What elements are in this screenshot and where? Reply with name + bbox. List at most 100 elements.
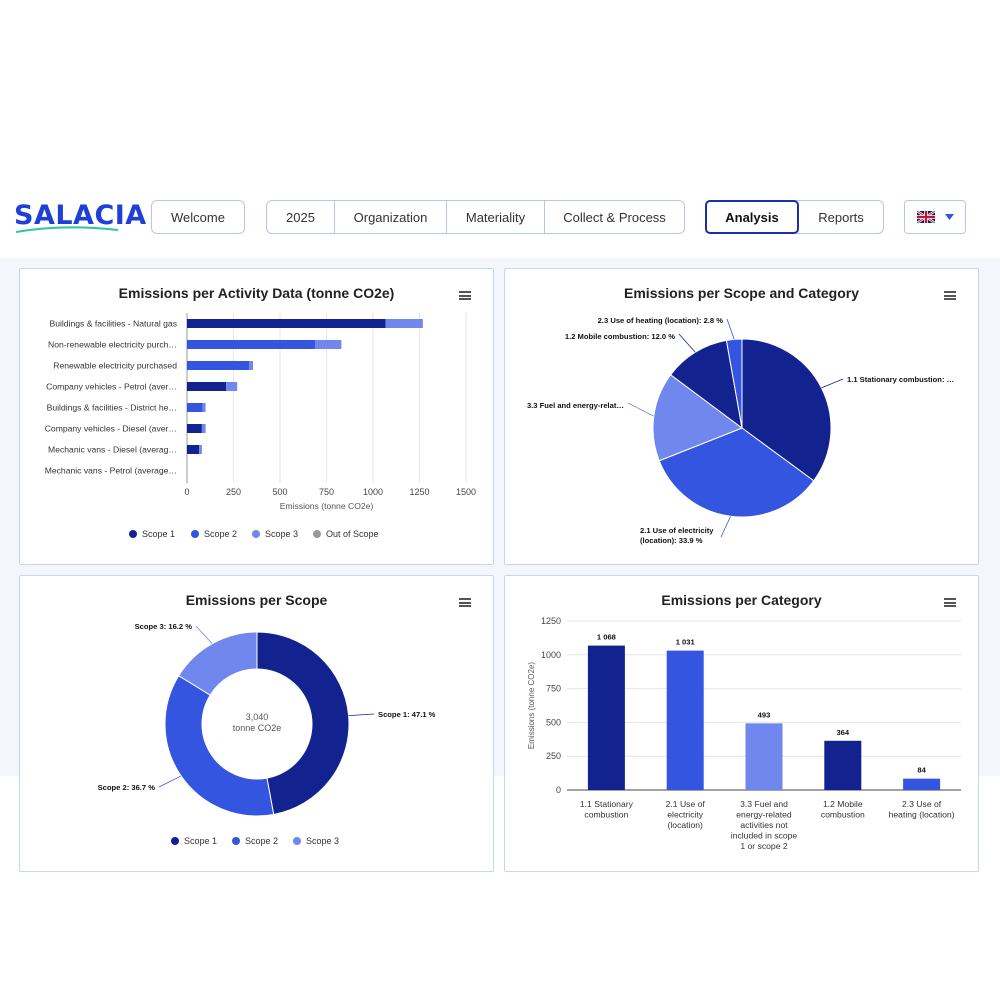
chart-menu-icon[interactable]	[944, 291, 956, 300]
x-tick-label: 250	[226, 487, 241, 497]
scope-category-chart-card: Emissions per Scope and Category 1.1 Sta…	[504, 268, 979, 565]
chart-menu-icon[interactable]	[459, 291, 471, 300]
nav-group-analysis: Analysis Reports	[705, 200, 884, 234]
scope-chart-title: Emissions per Scope	[185, 592, 328, 608]
bar-value-label: 493	[758, 710, 771, 719]
logo-swoosh-icon	[15, 226, 119, 233]
category-bar	[745, 723, 783, 790]
category-bar	[587, 645, 625, 790]
donut-label: Scope 1: 47.1 %	[378, 710, 436, 719]
bar-segment	[187, 382, 227, 391]
bar-segment	[187, 340, 316, 349]
y-tick-label: 1250	[541, 616, 561, 626]
x-tick-label: 0	[184, 487, 189, 497]
category-label: Non-renewable electricity purch…	[48, 340, 177, 350]
pie-slice	[669, 339, 743, 430]
category-label: Buildings & facilities - District he…	[47, 403, 177, 413]
nav-tab-collect-process[interactable]: Collect & Process	[563, 209, 666, 225]
x-axis-title: Emissions (tonne CO2e)	[280, 501, 374, 511]
pie-label: 1.2 Mobile combustion: 12.0 %	[565, 332, 675, 341]
x-tick-label: 1500	[456, 487, 476, 497]
bar-value-label: 1 068	[597, 633, 616, 642]
legend-marker	[252, 530, 260, 538]
label-connector	[821, 378, 844, 389]
legend-label: Scope 3	[265, 529, 298, 539]
bar-segment	[249, 361, 254, 370]
pie-label: 1.1 Stationary combustion: …	[847, 375, 954, 384]
x-tick-label: 1000	[363, 487, 383, 497]
category-label: 1.1 Stationary combustion	[580, 799, 634, 820]
category-bar	[666, 650, 704, 790]
pie-slice	[725, 338, 743, 429]
donut-label: Scope 3: 16.2 %	[135, 622, 193, 631]
donut-label: Scope 2: 36.7 %	[98, 783, 156, 792]
x-tick-label: 1250	[409, 487, 429, 497]
x-tick-label: 500	[272, 487, 287, 497]
donut-slice	[178, 631, 258, 696]
activity-chart-card: Emissions per Activity Data (tonne CO2e)…	[19, 268, 494, 565]
pie-slice	[652, 374, 744, 462]
bar-value-label: 84	[917, 766, 926, 775]
pie-slice	[741, 338, 832, 482]
pie-label: 2.1 Use of electricity (location): 33.9 %	[640, 526, 714, 545]
label-connector	[195, 625, 213, 644]
category-bar	[824, 740, 862, 790]
pie-label: 2.3 Use of heating (location): 2.8 %	[598, 316, 724, 325]
bar-segment	[187, 361, 250, 370]
legend-marker	[171, 837, 179, 845]
bar-segment	[187, 445, 200, 454]
nav-tab-analysis[interactable]: Analysis	[705, 200, 799, 234]
bar-segment	[201, 424, 206, 433]
bar-segment	[199, 445, 202, 454]
bar-segment	[226, 382, 238, 391]
y-tick-label: 750	[546, 684, 561, 694]
bar-segment	[202, 403, 206, 412]
y-tick-label: 0	[556, 785, 561, 795]
nav-tab-materiality[interactable]: Materiality	[447, 201, 545, 233]
category-label: Renewable electricity purchased	[53, 361, 177, 371]
legend-label: Scope 2	[245, 836, 278, 846]
category-label: Buildings & facilities - Natural gas	[49, 319, 177, 329]
category-chart-title: Emissions per Category	[661, 592, 822, 608]
label-connector	[678, 333, 696, 353]
bar-segment	[385, 319, 423, 328]
bar-value-label: 364	[836, 728, 849, 737]
category-label: Company vehicles - Petrol (aver…	[46, 382, 177, 392]
bar-segment	[315, 340, 342, 349]
donut-center-unit: tonne CO2e	[233, 723, 282, 733]
category-label: 2.3 Use of heating (location)	[889, 799, 955, 820]
label-connector	[726, 318, 735, 340]
scope-category-chart-title: Emissions per Scope and Category	[624, 285, 859, 301]
x-tick-label: 750	[319, 487, 334, 497]
legend-label: Scope 2	[204, 529, 237, 539]
uk-flag-icon	[916, 211, 935, 223]
language-selector[interactable]	[904, 200, 966, 234]
category-label: Company vehicles - Diesel (aver…	[45, 424, 177, 434]
category-bar	[903, 778, 941, 790]
label-connector	[158, 775, 182, 788]
donut-center-value: 3,040	[246, 712, 269, 722]
legend-marker	[232, 837, 240, 845]
category-label: 1.2 Mobile combustion	[821, 799, 865, 820]
chart-menu-icon[interactable]	[459, 598, 471, 607]
legend-label: Out of Scope	[326, 529, 379, 539]
nav-tab-reports[interactable]: Reports	[818, 209, 864, 225]
bar-segment	[187, 403, 203, 412]
donut-slice	[164, 674, 275, 817]
y-tick-label: 500	[546, 717, 561, 727]
nav-welcome-button[interactable]: Welcome	[151, 200, 245, 234]
legend-marker	[293, 837, 301, 845]
bar-segment	[187, 319, 386, 328]
nav-tab-organization[interactable]: Organization	[335, 201, 447, 233]
chevron-down-icon	[944, 214, 954, 220]
nav-tab-2025[interactable]: 2025	[267, 201, 335, 233]
y-axis-title: Emissions (tonne CO2e)	[527, 662, 536, 749]
label-connector	[348, 713, 375, 717]
category-label: Mechanic vans - Diesel (averag…	[48, 445, 177, 455]
y-tick-label: 1000	[541, 650, 561, 660]
donut-slice	[256, 631, 350, 816]
chart-menu-icon[interactable]	[944, 598, 956, 607]
salacia-logo: SALACIA	[14, 200, 147, 231]
pie-label: 3.3 Fuel and energy-relat…	[527, 401, 624, 410]
category-label: 3.3 Fuel and energy-related activities not…	[731, 799, 798, 851]
